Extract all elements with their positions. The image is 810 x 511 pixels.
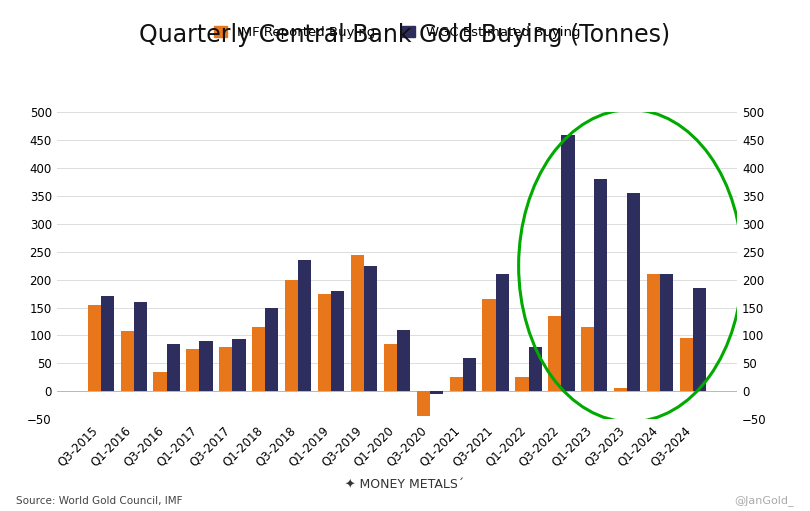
Bar	[581, 327, 595, 391]
Text: @JanGold_: @JanGold_	[734, 495, 794, 506]
Bar	[463, 358, 475, 391]
Bar	[561, 135, 574, 391]
Bar	[528, 346, 542, 391]
Bar	[252, 327, 266, 391]
Bar	[496, 274, 509, 391]
Bar	[318, 294, 331, 391]
Bar	[627, 193, 641, 391]
Legend: IMF Reported Buying, WGC Estimated Buying: IMF Reported Buying, WGC Estimated Buyin…	[208, 21, 586, 44]
Bar	[416, 391, 430, 416]
Bar	[515, 377, 528, 391]
Bar	[647, 274, 660, 391]
Bar	[384, 344, 397, 391]
Bar	[121, 331, 134, 391]
Bar	[298, 260, 311, 391]
Bar	[199, 341, 213, 391]
Bar	[397, 330, 410, 391]
Bar	[285, 280, 298, 391]
Bar	[430, 391, 443, 394]
Bar	[186, 350, 199, 391]
Bar	[331, 291, 344, 391]
Bar	[693, 288, 706, 391]
Bar	[100, 296, 114, 391]
Bar	[351, 254, 364, 391]
Bar	[232, 339, 245, 391]
Bar	[660, 274, 673, 391]
Bar	[483, 299, 496, 391]
Bar	[680, 338, 693, 391]
Text: ✦ MONEY METALS´: ✦ MONEY METALS´	[345, 478, 465, 491]
Bar	[364, 266, 377, 391]
Bar	[153, 371, 167, 391]
Bar	[220, 346, 232, 391]
Text: Quarterly Central Bank Gold Buying (Tonnes): Quarterly Central Bank Gold Buying (Tonn…	[139, 23, 671, 47]
Bar	[266, 308, 279, 391]
Bar	[595, 179, 608, 391]
Text: Source: World Gold Council, IMF: Source: World Gold Council, IMF	[16, 496, 183, 506]
Bar	[548, 316, 561, 391]
Bar	[167, 344, 180, 391]
Bar	[450, 377, 463, 391]
Bar	[134, 302, 147, 391]
Bar	[87, 305, 100, 391]
Bar	[614, 388, 627, 391]
